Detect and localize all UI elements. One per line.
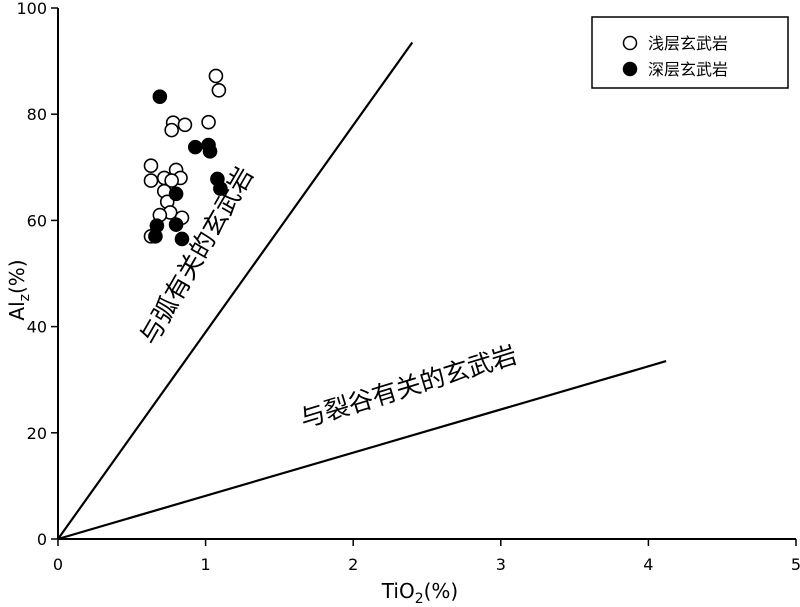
legend-marker-deep (622, 61, 638, 77)
y-tick-label: 100 (16, 0, 47, 18)
shallow-basalt-point (177, 117, 193, 133)
x-tick-label: 5 (791, 555, 800, 574)
deep-basalt-point (174, 231, 190, 247)
x-tick-label: 3 (496, 555, 506, 574)
y-tick-label: 40 (27, 318, 47, 337)
legend: 浅层玄武岩 深层玄武岩 (591, 16, 789, 89)
reference-line (57, 41, 414, 540)
x-tick-label: 0 (53, 555, 63, 574)
reference-line (57, 360, 667, 541)
plot-frame (57, 8, 796, 540)
y-tick-label: 80 (27, 105, 47, 124)
legend-marker-shallow (622, 35, 638, 51)
shallow-basalt-point (211, 83, 227, 98)
shallow-basalt-point (208, 68, 224, 84)
deep-basalt-point (168, 217, 184, 232)
shallow-basalt-point (164, 173, 179, 188)
x-tick-label: 4 (643, 555, 653, 574)
reference-lines (57, 41, 667, 541)
region-label-arc: 与弧有关的玄武岩 (134, 162, 259, 350)
legend-box (591, 16, 789, 89)
y-tick-label: 0 (37, 530, 47, 549)
x-tick-label: 2 (348, 555, 358, 574)
shallow-basalt-point (201, 114, 216, 130)
deep-basalt-point (168, 186, 184, 202)
deep-basalt-point (213, 181, 228, 196)
axis-ticks: 0 1 2 3 4 5 0 20 40 60 80 100 (16, 0, 800, 574)
legend-label-deep: 深层玄武岩 (648, 60, 728, 79)
deep-basalt-point (202, 144, 218, 159)
shallow-basalt-point (143, 173, 159, 188)
data-points (143, 68, 228, 247)
y-axis-title: Alz(%) (5, 259, 33, 320)
deep-basalt-point (152, 89, 168, 104)
legend-label-shallow: 浅层玄武岩 (648, 34, 728, 53)
deep-basalt-point (187, 139, 203, 155)
shallow-basalt-point (164, 122, 179, 138)
region-label-rift: 与裂谷有关的玄武岩 (297, 340, 521, 434)
deep-basalt-point (148, 229, 163, 244)
y-tick-label: 60 (27, 211, 47, 230)
x-axis-title: TiO2(%) (381, 579, 458, 607)
y-tick-label: 20 (27, 424, 47, 443)
x-tick-label: 1 (201, 555, 211, 574)
shallow-basalt-point (143, 158, 159, 174)
